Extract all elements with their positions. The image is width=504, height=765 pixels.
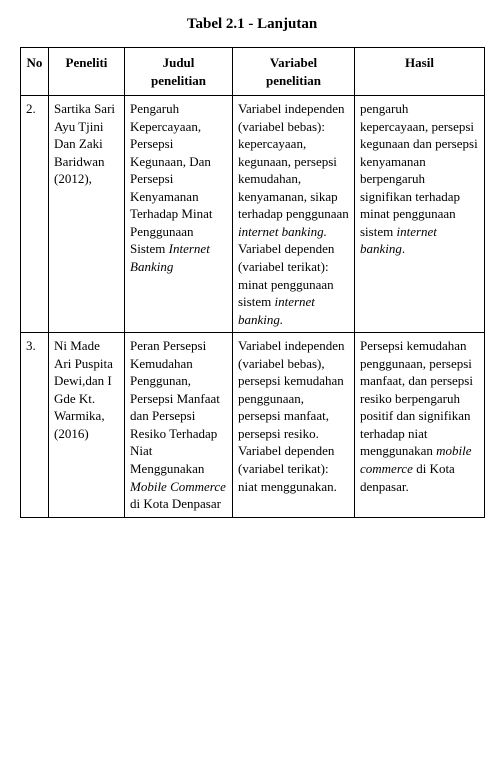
col-variabel-l1: Variabel <box>270 55 317 70</box>
research-table: No Peneliti Judul penelitian Variabel pe… <box>20 47 485 518</box>
judul-em: Mobile Commerce <box>130 479 226 494</box>
cell-no: 3. <box>21 333 49 517</box>
cell-variabel: Variabel independen (variabel bebas): ke… <box>233 96 355 333</box>
hasil-pre: Persepsi kemudahan penggunaan, persepsi … <box>360 338 473 458</box>
col-peneliti: Peneliti <box>49 48 125 96</box>
cell-no: 2. <box>21 96 49 333</box>
hasil-post: . <box>402 241 405 256</box>
judul-pre: Pengaruh Kepercayaan, Persepsi Kegunaan,… <box>130 101 212 256</box>
judul-pre: Peran Persepsi Kemudahan Penggunan, Pers… <box>130 338 220 476</box>
var-pre: Variabel independen (variabel bebas), pe… <box>238 338 344 493</box>
cell-judul: Pengaruh Kepercayaan, Persepsi Kegunaan,… <box>125 96 233 333</box>
var-em1: internet banking. <box>238 224 327 239</box>
col-judul: Judul penelitian <box>125 48 233 96</box>
cell-peneliti: Sartika Sari Ayu Tjini Dan Zaki Baridwan… <box>49 96 125 333</box>
judul-post: di Kota Denpasar <box>130 496 221 511</box>
table-row: 3. Ni Made Ari Puspita Dewi,dan I Gde Kt… <box>21 333 485 517</box>
cell-hasil: pengaruh kepercayaan, persepsi kegunaan … <box>355 96 485 333</box>
cell-hasil: Persepsi kemudahan penggunaan, persepsi … <box>355 333 485 517</box>
cell-peneliti: Ni Made Ari Puspita Dewi,dan I Gde Kt. W… <box>49 333 125 517</box>
table-caption: Tabel 2.1 - Lanjutan <box>20 16 484 33</box>
cell-judul: Peran Persepsi Kemudahan Penggunan, Pers… <box>125 333 233 517</box>
table-header-row: No Peneliti Judul penelitian Variabel pe… <box>21 48 485 96</box>
var-pre: Variabel independen (variabel bebas): ke… <box>238 101 349 221</box>
col-judul-l2: penelitian <box>151 73 206 88</box>
cell-variabel: Variabel independen (variabel bebas), pe… <box>233 333 355 517</box>
col-variabel-l2: penelitian <box>266 73 321 88</box>
col-hasil: Hasil <box>355 48 485 96</box>
table-row: 2. Sartika Sari Ayu Tjini Dan Zaki Barid… <box>21 96 485 333</box>
hasil-pre: pengaruh kepercayaan, persepsi kegunaan … <box>360 101 478 239</box>
col-variabel: Variabel penelitian <box>233 48 355 96</box>
col-no: No <box>21 48 49 96</box>
col-judul-l1: Judul <box>163 55 195 70</box>
